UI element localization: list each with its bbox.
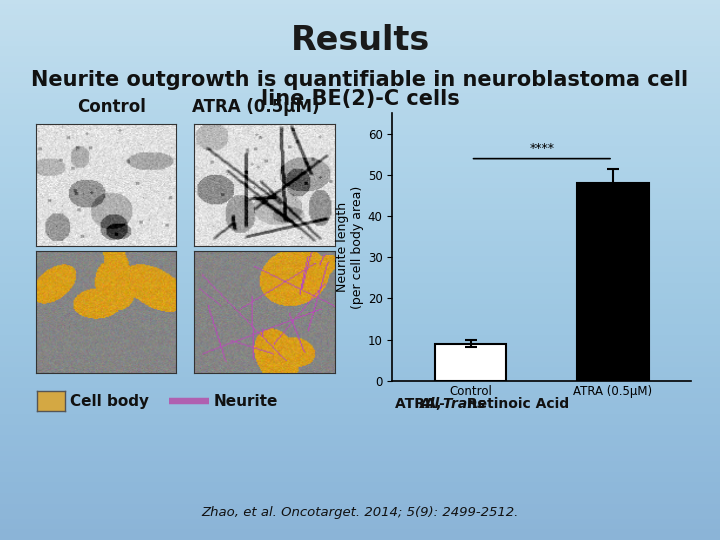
Text: Control: Control [77,98,146,116]
Text: ****: **** [529,143,554,156]
Text: ATRA (0.5μM): ATRA (0.5μM) [192,98,320,116]
Text: Cell body: Cell body [70,394,149,409]
Text: Results: Results [290,24,430,57]
Text: Retinoic Acid: Retinoic Acid [462,397,569,411]
Bar [577,183,649,381]
Text: Neurite outgrowth is quantifiable in neuroblastoma cell: Neurite outgrowth is quantifiable in neu… [32,70,688,90]
Y-axis label: Neurite length
(per cell body area): Neurite length (per cell body area) [336,185,364,309]
Text: All-Trans: All-Trans [420,397,486,411]
Text: line BE(2)-C cells: line BE(2)-C cells [261,89,459,109]
Text: ATRA,: ATRA, [395,397,446,411]
Text: Neurite: Neurite [214,394,278,409]
Bar [435,343,506,381]
Text: Zhao, et al. Oncotarget. 2014; 5(9): 2499-2512.: Zhao, et al. Oncotarget. 2014; 5(9): 249… [202,507,518,519]
